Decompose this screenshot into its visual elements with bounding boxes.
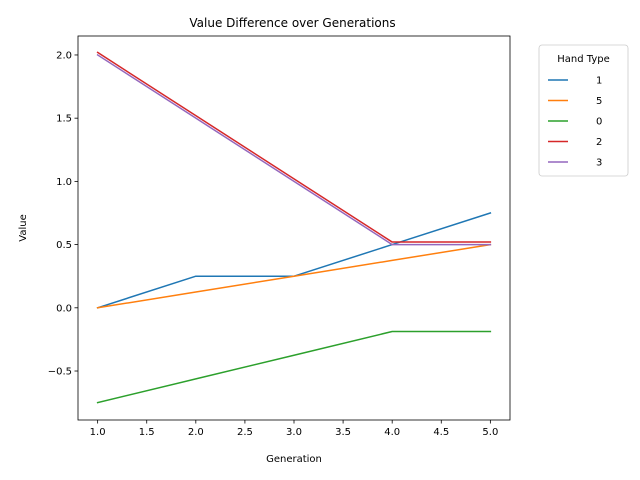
y-axis: −0.5 0.0 0.5 1.0 1.5 2.0 [48,50,78,378]
x-tick-label: 1.5 [139,427,155,438]
series-line-3 [96,53,492,246]
y-tick-label: 1.5 [56,114,72,125]
legend-item-5: 5 [548,96,602,107]
legend-label: 2 [596,137,602,148]
y-tick-label: 0.0 [56,303,72,314]
x-axis-label: Generation [266,454,322,465]
x-tick-label: 1.0 [90,427,106,438]
y-tick-label: −0.5 [48,367,72,378]
legend-items: 1 5 0 2 3 [548,76,602,169]
plot-lines [96,51,492,404]
x-tick-label: 2.5 [237,427,253,438]
x-tick-label: 5.0 [482,427,498,438]
legend-label: 3 [596,158,602,169]
legend-item-3: 3 [548,158,602,169]
chart-title: Value Difference over Generations [189,16,395,30]
legend: Hand Type 1 5 0 2 3 [538,44,629,177]
legend-label: 5 [596,96,602,107]
series-line-0 [96,330,492,404]
series-line-1 [96,212,492,309]
legend-item-1: 1 [548,76,602,87]
legend-item-0: 0 [548,117,602,128]
x-tick-label: 4.0 [384,427,400,438]
legend-label: 0 [596,117,602,128]
x-tick-label: 3.0 [286,427,302,438]
legend-item-2: 2 [548,137,602,148]
x-tick-label: 2.0 [188,427,204,438]
x-tick-label: 4.5 [433,427,449,438]
x-tick-label: 3.5 [335,427,351,438]
y-tick-label: 2.0 [56,50,72,61]
legend-frame [538,44,629,177]
legend-label: 1 [596,76,602,87]
series-line-5 [96,243,492,309]
y-tick-label: 0.5 [56,240,72,251]
legend-title: Hand Type [557,54,609,65]
y-tick-label: 1.0 [56,177,72,188]
y-axis-label: Value [18,214,29,241]
series-line-2 [96,51,492,243]
x-axis: 1.0 1.5 2.0 2.5 3.0 3.5 4.0 4.5 5.0 [90,420,498,438]
